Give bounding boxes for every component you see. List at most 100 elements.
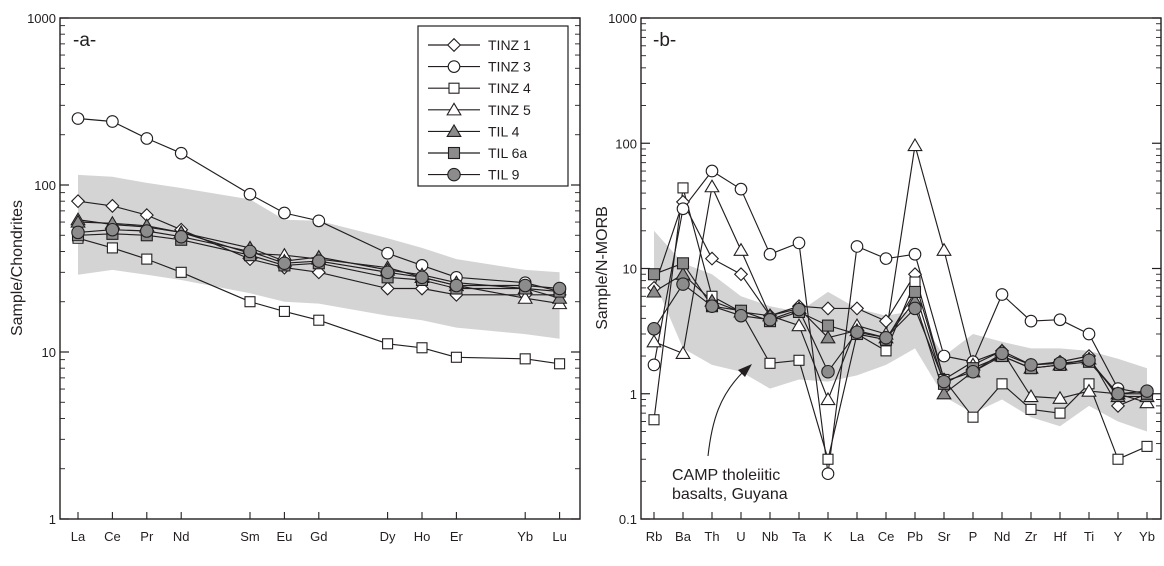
panel-b-point-tinz-1-k <box>820 301 836 316</box>
panel-a-point-tinz-4-ce <box>106 242 118 254</box>
panel-b-y-tick-label: 1000 <box>608 11 637 26</box>
panel-a-point-til-9-nd <box>174 229 188 244</box>
panel-b-x-tick-label-u: U <box>736 529 745 544</box>
panel-b-annotation-line-1: CAMP tholeiitic <box>672 467 780 484</box>
legend-item-tinz-3: TINZ 3 <box>428 59 531 75</box>
panel-a-series-layer <box>70 112 568 370</box>
panel-a-series-line-tinz-1 <box>77 200 560 296</box>
panel-b-point-til-9-p <box>966 364 980 379</box>
legend-box <box>417 25 569 187</box>
panel-a-x-tick-label-lu: Lu <box>552 529 566 544</box>
panel-b-point-tinz-3-pb <box>908 247 922 261</box>
panel-a-axes-layer: 1 10 100 1000 La Ce Pr Nd Sm Eu Gd Dy Ho Er Yb Lu <box>27 11 580 544</box>
panel-b-point-til-9-y <box>1111 386 1125 401</box>
panel-a-y-tick-label: 1000 <box>27 11 56 26</box>
panel-b-x-tick-label-hf: Hf <box>1054 529 1067 544</box>
legend-marker-til-4 <box>446 123 462 138</box>
panel-a-series-line-tinz-5 <box>77 219 560 305</box>
panel-b-point-tinz-3-zr <box>1024 314 1038 328</box>
panel-b-point-tinz-3-sr <box>937 349 951 363</box>
panel-a-point-til-9-lu <box>552 281 567 296</box>
legend-label-til-9: TIL 9 <box>488 167 520 183</box>
panel-a-point-tinz-3-la <box>71 112 85 125</box>
panel-a-point-tinz-4-eu <box>278 305 290 317</box>
panel-a-point-tinz-4-er <box>450 351 462 363</box>
panel-a-point-tinz-4-dy <box>382 338 394 350</box>
legend-label-til-4: TIL 4 <box>488 123 520 139</box>
panel-b-point-tinz-1-la <box>849 301 865 316</box>
legend-marker-tinz-5 <box>446 102 462 116</box>
panel-b-point-til-9-nd <box>995 346 1009 361</box>
panel-a-point-tinz-1-ce <box>105 198 120 213</box>
panel-b-x-tick-label-nb: Nb <box>762 529 779 544</box>
panel-b-x-tick-label-pb: Pb <box>907 529 923 544</box>
panel-b-x-tick-label-y: Y <box>1114 529 1123 544</box>
panel-b-point-tinz-5-th <box>704 179 720 193</box>
panel-b-annotation-line-2: basalts, Guyana <box>672 486 788 503</box>
panel-b-x-tick-label-ce: Ce <box>878 529 895 544</box>
panel-b-point-tinz-4-pb <box>909 276 921 288</box>
panel-b-x-tick-label-p: P <box>969 529 978 544</box>
panel-b-series-line-tinz-5 <box>653 144 1148 404</box>
panel-a-point-tinz-5-yb <box>517 290 533 304</box>
panel-b-point-til-4-sr <box>936 386 952 400</box>
legend-item-til-4: TIL 4 <box>428 123 520 139</box>
panel-a-point-til-9-gd <box>312 254 326 268</box>
annotation-pointer-line <box>707 371 744 457</box>
panel-b-x-tick-label-ba: Ba <box>675 529 692 544</box>
panel-b-point-tinz-3-k <box>821 467 835 481</box>
annotation-arrowhead <box>738 364 752 377</box>
legend-label-tinz-1: TINZ 1 <box>488 37 531 53</box>
panel-b-y-axis-title: Sample/N-MORB <box>594 206 611 330</box>
panel-a-point-tinz-3-gd <box>312 214 326 228</box>
panel-b-x-tick-label-th: Th <box>704 529 719 544</box>
panel-b-point-tinz-4-k <box>822 453 834 465</box>
panel-b-point-tinz-3-la <box>850 240 864 253</box>
panel-b-point-tinz-5-rb <box>646 334 662 348</box>
panel-b-band-layer <box>654 230 1147 432</box>
panel-a-series-line-tinz-3 <box>77 117 560 293</box>
panel-a-series-line-til-4 <box>77 221 560 299</box>
panel-b-point-tinz-5-ta <box>791 318 807 332</box>
panel-b-point-tinz-3-ta <box>792 236 806 250</box>
panel-a-x-tick-label-dy: Dy <box>380 529 396 544</box>
panel-b-point-tinz-3-u <box>734 182 748 196</box>
panel-b-point-tinz-3-hf <box>1053 313 1067 327</box>
panel-b-point-tinz-3-th <box>705 164 719 178</box>
panel-a-point-til-9-yb <box>518 278 532 293</box>
panel-b-point-tinz-3-ba <box>676 202 690 216</box>
panel-b-plot-frame <box>640 17 1162 520</box>
legend-marker-tinz-4 <box>448 82 460 94</box>
panel-b-point-til-9-hf <box>1053 356 1067 371</box>
panel-b-point-tinz-4-yb <box>1141 440 1153 452</box>
panel-b-x-tick-label-nd: Nd <box>994 529 1011 544</box>
panel-b-x-tick-label-k: K <box>824 529 833 544</box>
panel-a-point-tinz-3-pr <box>140 132 154 145</box>
panel-a-point-til-9-pr <box>140 224 154 238</box>
legend-label-til-6a: TIL 6a <box>488 145 527 161</box>
panel-b-y-tick-label: 10 <box>623 262 637 277</box>
panel-b-point-tinz-5-sr <box>936 242 952 256</box>
panel-b-point-tinz-1-u <box>733 267 749 282</box>
panel-a-point-tinz-4-sm <box>244 296 256 308</box>
panel-a-x-tick-label-yb: Yb <box>517 529 533 544</box>
panel-b-point-til-6a-k <box>821 319 835 332</box>
legend-label-tinz-5: TINZ 5 <box>488 102 531 118</box>
panel-b-point-tinz-4-hf <box>1054 407 1066 419</box>
panel-a-point-til-9-er <box>449 278 464 293</box>
panel-a-point-til-9-la <box>71 225 85 240</box>
panel-b-point-tinz-5-k <box>820 391 836 406</box>
panel-a-point-tinz-3-ce <box>106 115 119 128</box>
panel-b-point-til-9-rb <box>647 322 661 336</box>
panel-a-x-tick-label-ce: Ce <box>104 529 121 544</box>
panel-b-spider-chart: 0.1 1 10 100 1000 Rb Ba Th U Nb Ta K La Ce Pb Sr P Nd Zr Hf… <box>594 11 1162 544</box>
panel-b-x-tick-label-zr: Zr <box>1025 529 1038 544</box>
panel-b-point-tinz-3-nd <box>995 288 1009 301</box>
panel-b-point-til-9-u <box>734 308 748 323</box>
panel-a-point-tinz-4-gd <box>313 314 325 326</box>
panel-b-point-til-9-yb <box>1140 384 1154 398</box>
panel-b-series-layer <box>646 137 1155 481</box>
panel-a-y-ticks <box>60 17 580 520</box>
